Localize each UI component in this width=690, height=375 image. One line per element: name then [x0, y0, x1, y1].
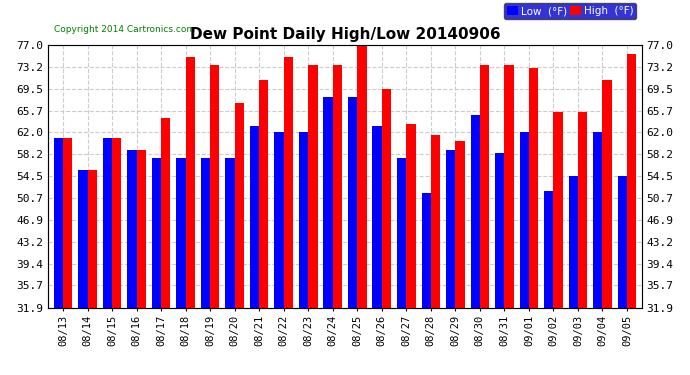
Bar — [88, 170, 97, 375]
Bar — [495, 153, 504, 375]
Title: Dew Point Daily High/Low 20140906: Dew Point Daily High/Low 20140906 — [190, 27, 500, 42]
Bar — [569, 176, 578, 375]
Bar — [299, 132, 308, 375]
Bar — [618, 176, 627, 375]
Bar — [553, 112, 563, 375]
Bar — [112, 138, 121, 375]
Bar — [275, 132, 284, 375]
Bar — [627, 54, 636, 375]
Bar — [529, 68, 538, 375]
Bar — [480, 65, 489, 375]
Bar — [78, 170, 88, 375]
Bar — [127, 150, 137, 375]
Bar — [186, 57, 195, 375]
Bar — [177, 159, 186, 375]
Bar — [602, 80, 612, 375]
Bar — [201, 159, 210, 375]
Bar — [259, 80, 268, 375]
Bar — [210, 65, 219, 375]
Bar — [226, 159, 235, 375]
Bar — [54, 138, 63, 375]
Bar — [152, 159, 161, 375]
Bar — [103, 138, 112, 375]
Bar — [520, 132, 529, 375]
Bar — [235, 103, 244, 375]
Bar — [471, 115, 480, 375]
Bar — [357, 45, 366, 375]
Bar — [504, 65, 513, 375]
Bar — [446, 150, 455, 375]
Legend: Low  (°F), High  (°F): Low (°F), High (°F) — [504, 3, 636, 19]
Bar — [455, 141, 464, 375]
Text: Copyright 2014 Cartronics.com: Copyright 2014 Cartronics.com — [55, 26, 195, 34]
Bar — [431, 135, 440, 375]
Bar — [397, 159, 406, 375]
Bar — [373, 126, 382, 375]
Bar — [593, 132, 602, 375]
Bar — [250, 126, 259, 375]
Bar — [422, 194, 431, 375]
Bar — [348, 98, 357, 375]
Bar — [333, 65, 342, 375]
Bar — [137, 150, 146, 375]
Bar — [324, 98, 333, 375]
Bar — [284, 57, 293, 375]
Bar — [308, 65, 317, 375]
Bar — [406, 124, 415, 375]
Bar — [544, 190, 553, 375]
Bar — [578, 112, 587, 375]
Bar — [161, 118, 170, 375]
Bar — [63, 138, 72, 375]
Bar — [382, 88, 391, 375]
